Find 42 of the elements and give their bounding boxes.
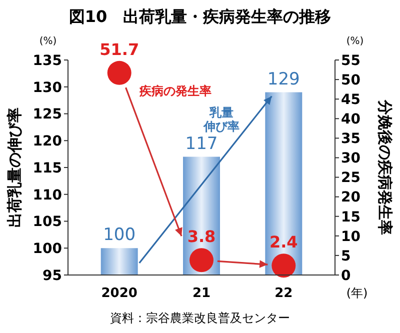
data-label: 51.7 <box>100 40 140 59</box>
data-label: 129 <box>267 69 300 90</box>
text: 資料：宗谷農業改良普及センター <box>110 311 290 325</box>
y-tick-label: 130 <box>32 80 62 96</box>
y-tick-label: 115 <box>32 160 62 176</box>
chart-title: 図10 出荷乳量・疾病発生率の推移 <box>68 7 332 26</box>
x-tick-label: 2020 <box>101 286 138 301</box>
y-tick-label: 95 <box>42 268 62 284</box>
y-tick-label: 100 <box>32 241 62 258</box>
y-tick-label: 110 <box>32 187 62 204</box>
point <box>107 60 132 85</box>
y2-tick-label: 55 <box>341 52 360 69</box>
y2-tick-label: 15 <box>341 209 360 226</box>
y2-tick-label: 25 <box>341 170 360 186</box>
series-label: 疾病の発生率 <box>138 84 212 98</box>
y2-tick-label: 20 <box>341 190 361 206</box>
y2-tick-label: 50 <box>341 72 361 88</box>
y-tick-label: 125 <box>32 106 62 123</box>
y2-tick-label: 5 <box>341 248 351 264</box>
x-tick-label: 21 <box>192 286 211 301</box>
text: (%) <box>346 36 364 47</box>
y-tick-label: 120 <box>32 134 62 150</box>
point <box>272 254 296 278</box>
x-tick-label: 22 <box>274 286 293 301</box>
data-label: 100 <box>103 225 136 246</box>
y2-tick-label: 45 <box>341 92 360 108</box>
text: (%) <box>39 36 57 47</box>
y-tick-label: 105 <box>32 214 62 230</box>
y2-tick-label: 40 <box>341 112 361 128</box>
point <box>190 248 214 272</box>
series-label: 乳量伸び率 <box>202 105 240 134</box>
y2-tick-label: 35 <box>341 131 360 148</box>
y2-tick-label: 0 <box>341 268 351 284</box>
data-label: 117 <box>185 134 218 154</box>
y-tick-label: 135 <box>32 52 62 69</box>
y-axis-title: 出荷乳量の伸び率 <box>5 108 24 228</box>
data-label: 3.8 <box>187 227 216 246</box>
y2-tick-label: 10 <box>341 228 361 245</box>
y2-axis-title: 分娩後の疾病発生率 <box>376 99 394 235</box>
data-label: 2.4 <box>269 232 298 252</box>
x-axis-title: (年) <box>346 286 368 300</box>
y2-tick-label: 30 <box>341 150 361 167</box>
